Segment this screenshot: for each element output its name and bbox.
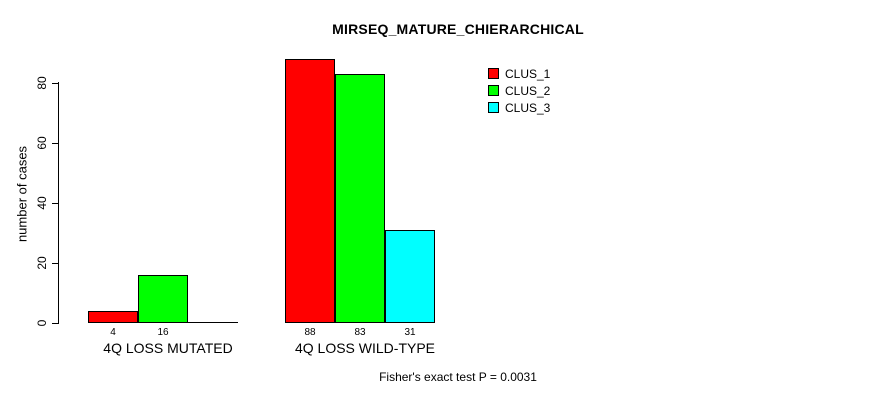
legend-label: CLUS_1: [505, 66, 551, 81]
bar-value-label: 4: [110, 327, 116, 338]
bar-clus_2: [335, 74, 385, 323]
legend: CLUS_1 CLUS_2 CLUS_3: [488, 65, 550, 116]
zero-bar-clus_3: [188, 322, 238, 323]
x-category-label: 4Q LOSS MUTATED: [103, 340, 233, 356]
legend-swatch-icon: [488, 102, 499, 113]
legend-item: CLUS_2: [488, 82, 550, 99]
y-tick: [52, 82, 59, 84]
chart-title: MIRSEQ_MATURE_CHIERARCHICAL: [332, 21, 584, 37]
y-tick: [52, 202, 59, 204]
y-tick-label: 20: [35, 256, 49, 270]
y-tick-label: 80: [35, 76, 49, 90]
legend-label: CLUS_3: [505, 100, 551, 115]
bar-value-label: 31: [404, 327, 416, 338]
x-category-label: 4Q LOSS WILD-TYPE: [294, 340, 436, 356]
y-tick-label: 0: [35, 319, 49, 327]
bar-clus_3: [385, 230, 435, 323]
legend-item: CLUS_3: [488, 99, 550, 116]
bar-value-label: 83: [354, 327, 366, 338]
y-axis-label: number of cases: [14, 145, 30, 243]
y-tick-label: 60: [35, 136, 49, 150]
bar-clus_1: [88, 311, 138, 323]
y-tick: [52, 322, 59, 324]
legend-label: CLUS_2: [505, 83, 551, 98]
bar-clus_2: [138, 275, 188, 323]
y-tick-label: 40: [35, 196, 49, 210]
bar-value-label: 16: [157, 327, 169, 338]
legend-item: CLUS_1: [488, 65, 550, 82]
legend-swatch-icon: [488, 85, 499, 96]
stat-annotation: Fisher's exact test P = 0.0031: [379, 370, 537, 384]
bar-clus_1: [285, 59, 335, 323]
y-tick: [52, 262, 59, 264]
bar-value-label: 88: [304, 327, 316, 338]
legend-swatch-icon: [488, 68, 499, 79]
y-tick: [52, 142, 59, 144]
